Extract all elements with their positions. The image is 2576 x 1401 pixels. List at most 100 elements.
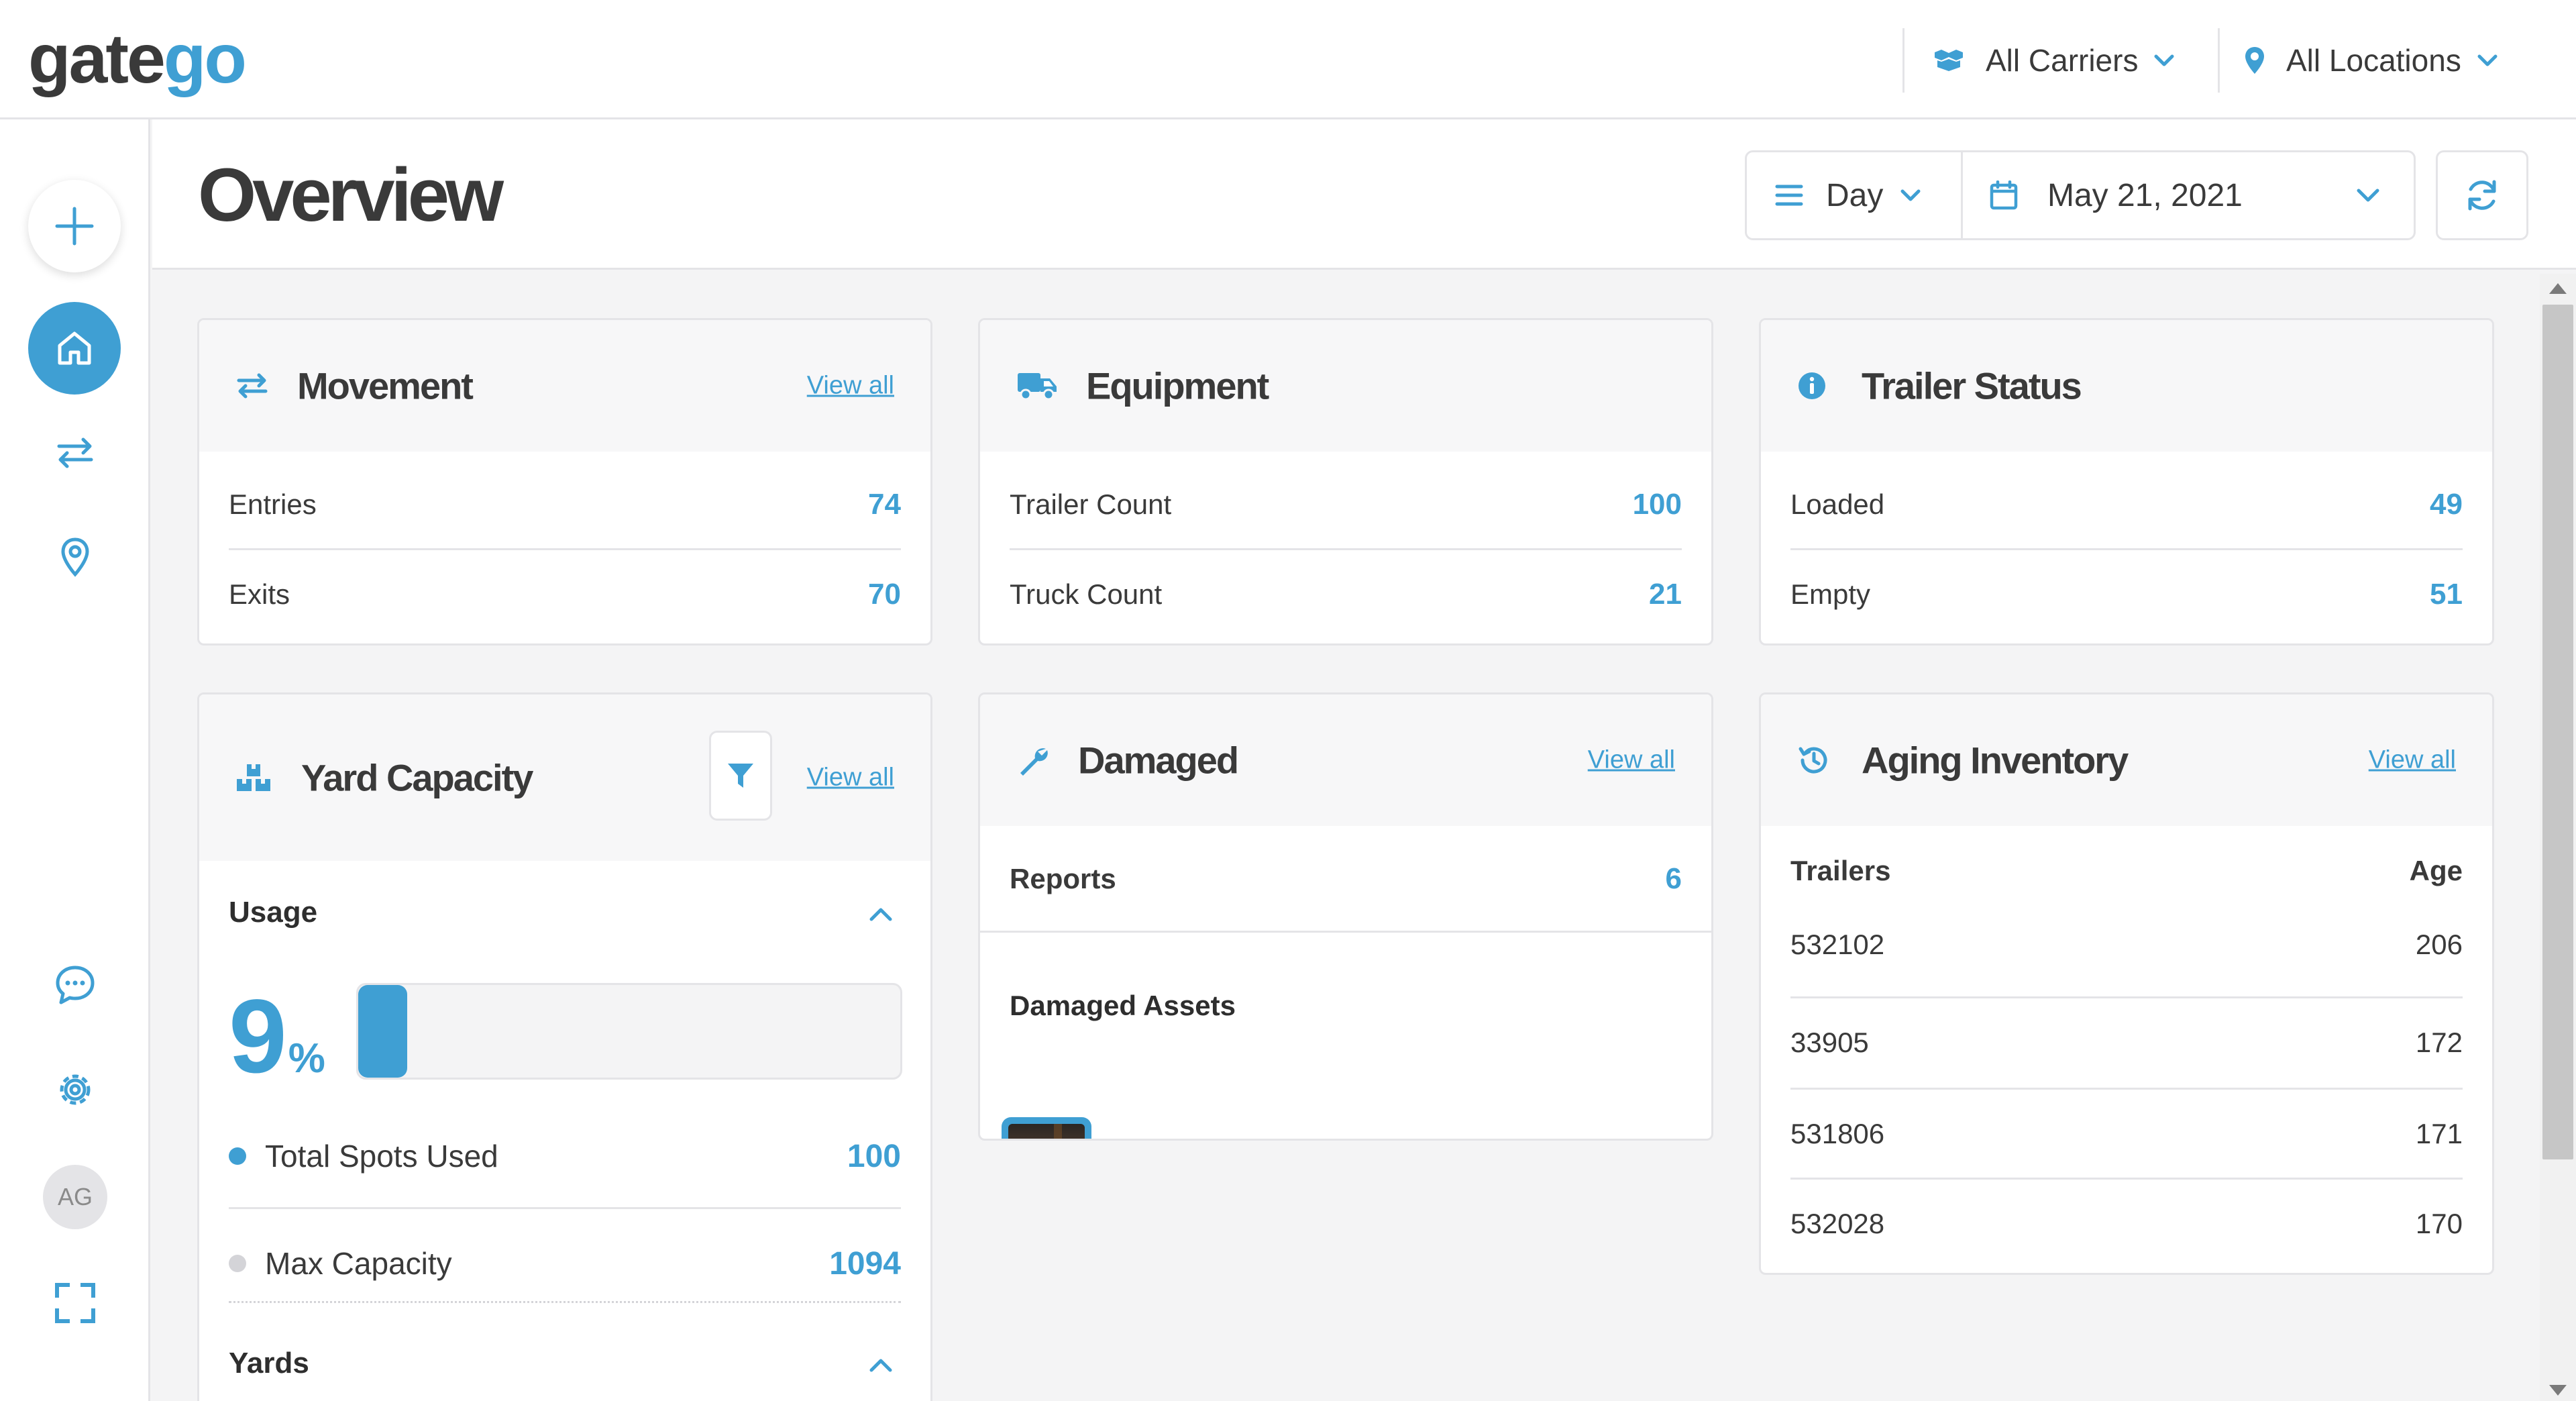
card-title: Movement [297,364,474,407]
period-dropdown[interactable]: Day [1747,152,1963,238]
history-icon [1797,743,1831,777]
nav-messages[interactable] [48,958,102,1012]
fullscreen-button[interactable] [48,1276,102,1330]
yards-collapse-toggle[interactable] [861,1345,901,1386]
list-item: Trailer Count 100 [1010,488,1682,521]
chevron-up-icon [867,1357,894,1374]
trailer-status-card: Trailer Status Loaded 49 Empty 51 [1759,318,2494,645]
damaged-view-all-link[interactable]: View all [1587,745,1675,774]
card-title: Damaged [1078,739,1239,782]
carrier-icon [1932,47,1966,74]
gatego-logo[interactable]: gatego [28,20,247,98]
sidebar: AG [0,119,150,1401]
asset-thumbnail[interactable] [1002,1117,1091,1139]
user-avatar[interactable]: AG [43,1165,107,1229]
aging-view-all-link[interactable]: View all [2368,745,2456,774]
divider [229,548,901,550]
table-row[interactable]: 33905 172 [1790,1027,2463,1058]
divider [229,1301,901,1303]
page-header: Overview Day May 21, 2021 [152,119,2576,270]
nav-home[interactable] [28,302,121,395]
column-header-age: Age [2409,855,2463,886]
calendar-icon [1990,180,2018,210]
card-title: Equipment [1086,364,1269,407]
nav-locations[interactable] [48,530,102,584]
chevron-up-icon [867,906,894,923]
table-row[interactable]: 531806 171 [1790,1118,2463,1149]
plus-icon [53,205,96,248]
equipment-card: Equipment Trailer Count 100 Truck Count … [978,318,1713,645]
scrollbar-thumb[interactable] [2542,305,2573,1159]
movement-card: Movement View all Entries 74 Exits 70 [197,318,932,645]
refresh-icon [2465,178,2500,213]
usage-percent: 9% [229,978,325,1095]
list-item: Truck Count 21 [1010,578,1682,611]
card-title: Aging Inventory [1862,739,2129,782]
map-pin-icon [60,537,91,577]
date-controls: Day May 21, 2021 [1745,150,2416,240]
usage-collapse-toggle[interactable] [861,894,901,935]
gear-icon [54,1068,97,1111]
yards-section-title: Yards [229,1347,309,1380]
divider [1790,1178,2463,1180]
damaged-card: Damaged View all Reports 6 Damaged Asset… [978,692,1713,1141]
carrier-filter-dropdown[interactable]: All Carriers [1932,34,2176,87]
table-row[interactable]: 532028 170 [1790,1208,2463,1239]
fullscreen-icon [54,1282,96,1324]
boxes-icon [235,763,272,792]
carrier-filter-label: All Carriers [1986,43,2139,78]
column-header-trailers: Trailers [1790,855,1891,886]
divider [1790,548,2463,550]
yard-capacity-card: Yard Capacity View all Usage 9% Total Sp… [197,692,932,1401]
page-title: Overview [198,153,504,237]
chevron-down-icon [1899,188,1922,203]
chevron-down-icon [2355,187,2381,204]
card-title: Trailer Status [1862,364,2082,407]
aging-inventory-card: Aging Inventory View all Trailers Age 53… [1759,692,2494,1275]
card-title: Yard Capacity [301,756,533,799]
divider [1790,996,2463,998]
chevron-down-icon [2476,53,2499,68]
yard-capacity-view-all-link[interactable]: View all [806,763,894,792]
add-button[interactable] [28,180,121,272]
location-filter-dropdown[interactable]: All Locations [2243,34,2499,87]
chevron-down-icon [2153,53,2176,68]
list-item: Exits 70 [229,578,901,611]
date-picker[interactable]: May 21, 2021 [1963,152,2414,238]
usage-section-title: Usage [229,896,318,929]
swap-arrows-icon [235,372,269,400]
scroll-up-arrow[interactable] [2549,283,2567,294]
usage-progress-fill [358,985,407,1078]
home-icon [54,328,95,368]
divider [229,1207,901,1209]
nav-movements[interactable] [48,425,102,479]
usage-progress-bar [356,983,902,1080]
card-header: Equipment [980,320,1711,452]
legend-item: Total Spots Used 100 [229,1116,901,1196]
legend-item: Max Capacity 1094 [229,1223,901,1304]
card-header: Yard Capacity View all [199,694,930,861]
swap-arrows-icon [55,435,95,469]
damaged-assets-title: Damaged Assets [1010,990,1236,1021]
chat-bubble-icon [54,964,96,1006]
divider [2218,28,2220,93]
divider [1902,28,1904,93]
legend-dot [229,1255,246,1272]
yard-filter-button[interactable] [709,731,772,821]
top-bar: gatego All Carriers All Locations [0,0,2576,119]
legend-dot [229,1147,246,1165]
funnel-icon [726,761,755,790]
divider [1010,548,1682,550]
refresh-button[interactable] [2436,150,2528,240]
card-header: Movement View all [199,320,930,452]
card-header: Aging Inventory View all [1761,694,2492,826]
info-icon [1797,371,1827,401]
scroll-down-arrow[interactable] [2549,1385,2567,1396]
table-row[interactable]: 532102 206 [1790,929,2463,960]
nav-settings[interactable] [48,1063,102,1117]
list-item: Entries 74 [229,488,901,521]
date-value: May 21, 2021 [2047,177,2243,213]
movement-view-all-link[interactable]: View all [806,371,894,400]
table-header: Trailers Age [1790,834,2463,908]
wrench-icon [1016,743,1050,777]
